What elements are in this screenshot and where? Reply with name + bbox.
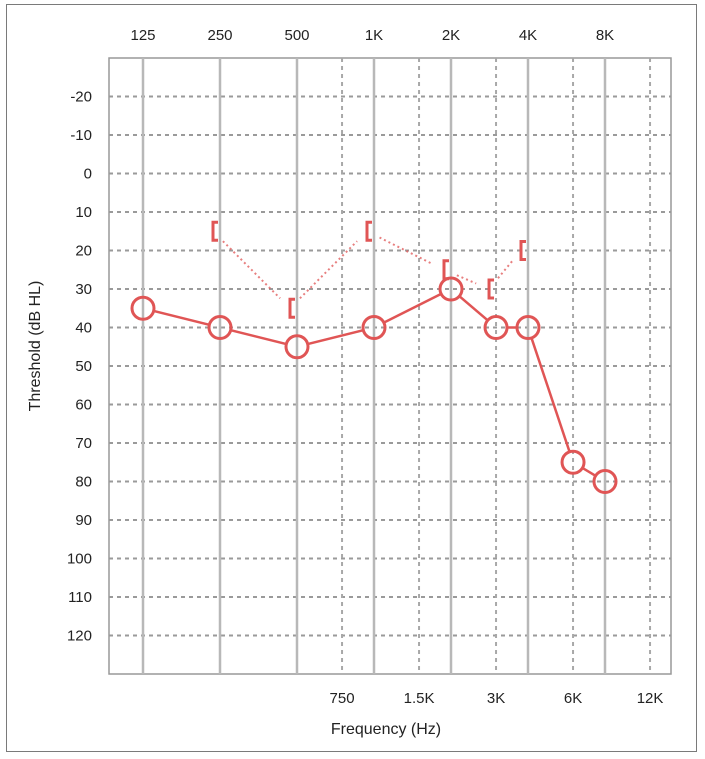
bracket-marker: [442, 259, 449, 281]
y-tick-label: 100: [67, 551, 92, 568]
air-conduction-series: [130, 276, 618, 494]
circle-marker: [130, 295, 156, 321]
y-tick-label: 0: [84, 166, 92, 183]
x-tick-label-top: 500: [284, 27, 309, 44]
series-line-segment: [230, 328, 287, 346]
series-line-segment: [153, 309, 210, 327]
series-line-segment: [458, 295, 489, 322]
y-tick-label: 80: [75, 474, 92, 491]
x-tick-label-bottom: 6K: [564, 690, 582, 707]
circle-marker: [438, 276, 464, 302]
x-tick-label-bottom: 12K: [637, 690, 664, 707]
circle-marker: [207, 315, 233, 340]
series-line-segment: [222, 240, 281, 300]
x-tick-label-top: 125: [130, 27, 155, 44]
bracket-marker: [211, 220, 218, 242]
series-line-segment: [307, 328, 364, 346]
chart-frame: [6, 4, 697, 752]
x-tick-label-bottom: 750: [330, 690, 355, 707]
circle-marker: [560, 449, 586, 475]
circle-marker: [515, 315, 541, 340]
x-tick-label-bottom: 3K: [487, 690, 505, 707]
bracket-marker: [487, 278, 495, 300]
x-tick-label-bottom: 1.5K: [404, 690, 435, 707]
y-tick-label: 60: [75, 397, 92, 414]
y-axis-title: Threshold (dB HL): [27, 281, 44, 412]
bone-conduction-series: [211, 220, 526, 319]
y-tick-label: 90: [75, 512, 92, 529]
x-tick-label-top: 8K: [596, 27, 614, 44]
circle-marker: [361, 315, 387, 340]
circle-marker: [284, 334, 310, 360]
series-line-segment: [581, 466, 597, 477]
series-layer: [130, 220, 618, 494]
grid: [108, 57, 672, 675]
y-tick-label: 20: [75, 243, 92, 260]
y-tick-label: 110: [68, 589, 92, 606]
series-line-segment: [530, 337, 571, 453]
bracket-marker: [288, 297, 295, 319]
series-line-segment: [497, 260, 513, 279]
y-tick-label: 120: [67, 628, 92, 645]
series-line-segment: [383, 292, 442, 324]
circle-marker: [483, 315, 509, 340]
y-tick-label: 40: [75, 320, 92, 337]
bracket-marker: [365, 220, 372, 242]
x-tick-label-top: 2K: [442, 27, 460, 44]
y-tick-label: 10: [75, 204, 92, 221]
bracket-marker: [519, 240, 526, 261]
tick-labels: -20 -10 0 10 20 30 40 50 60 70 80 90 100 110 120 125 250…: [67, 27, 663, 707]
y-tick-label: 70: [75, 435, 92, 452]
x-tick-label-top: 250: [207, 27, 232, 44]
x-axis-title: Frequency (Hz): [331, 721, 441, 738]
y-tick-label: -20: [70, 89, 92, 106]
y-tick-label: 30: [75, 281, 92, 298]
x-tick-label-top: 4K: [519, 27, 537, 44]
series-line-segment: [456, 274, 477, 285]
circle-marker: [592, 469, 618, 494]
series-line-segment: [299, 240, 358, 300]
y-tick-label: 50: [75, 358, 92, 375]
x-tick-label-top: 1K: [365, 27, 383, 44]
y-tick-label: -10: [70, 127, 92, 144]
